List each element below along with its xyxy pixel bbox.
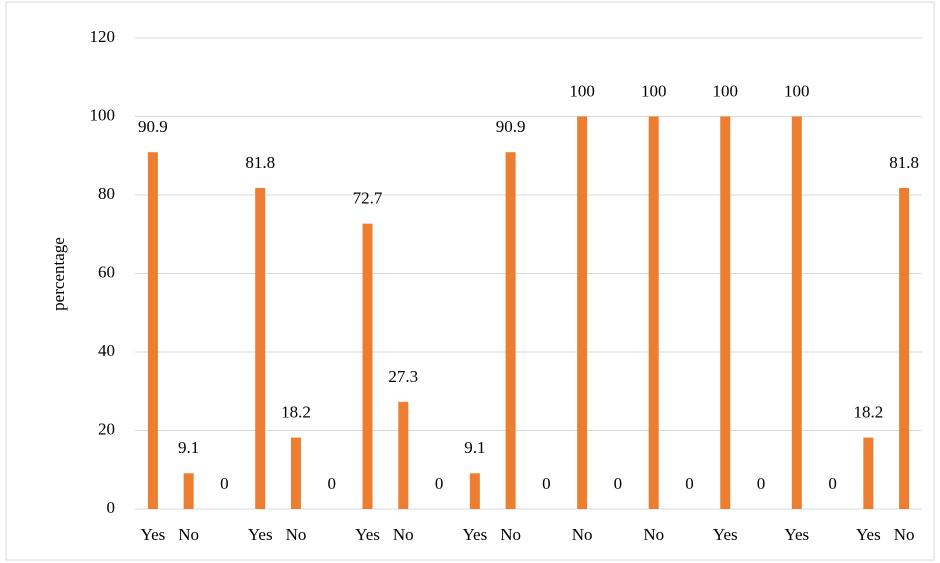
bar <box>720 116 731 509</box>
x-tick-label: Yes <box>248 525 273 544</box>
bar <box>863 437 874 509</box>
data-label: 0 <box>542 474 551 493</box>
bar <box>577 116 588 509</box>
x-tick-label: Yes <box>713 525 738 544</box>
bar <box>255 187 266 509</box>
bar <box>505 152 516 509</box>
data-label: 0 <box>220 474 229 493</box>
data-label: 0 <box>828 474 837 493</box>
bar <box>398 401 409 509</box>
data-label: 90.9 <box>138 117 168 136</box>
bar <box>147 152 158 509</box>
x-tick-label: No <box>393 525 414 544</box>
x-tick-label: No <box>178 525 199 544</box>
data-label: 18.2 <box>281 402 311 421</box>
data-label: 0 <box>328 474 337 493</box>
data-label: 72.7 <box>353 189 383 208</box>
bar <box>899 187 910 509</box>
bar <box>290 437 301 509</box>
data-label: 81.8 <box>245 153 275 172</box>
x-tick-label: Yes <box>462 525 487 544</box>
data-label: 0 <box>757 474 766 493</box>
data-label: 100 <box>784 81 810 100</box>
x-tick-label: Yes <box>141 525 166 544</box>
x-tick-label: No <box>500 525 521 544</box>
bar <box>362 223 373 509</box>
y-tick-label: 80 <box>98 184 115 203</box>
x-tick-label: No <box>894 525 915 544</box>
bar <box>183 473 194 509</box>
y-tick-label: 0 <box>107 498 116 517</box>
data-label: 0 <box>614 474 623 493</box>
data-label: 27.3 <box>388 367 418 386</box>
data-label: 100 <box>641 81 667 100</box>
bar <box>648 116 659 509</box>
data-label: 0 <box>685 474 694 493</box>
y-axis-label: percentage <box>49 237 68 311</box>
x-tick-label: No <box>286 525 307 544</box>
bar <box>791 116 802 509</box>
data-label: 90.9 <box>496 117 526 136</box>
data-label: 100 <box>713 81 739 100</box>
data-label: 81.8 <box>889 153 919 172</box>
y-tick-label: 60 <box>98 262 115 281</box>
chart-border <box>5 1 935 561</box>
x-tick-label: No <box>643 525 664 544</box>
data-label: 0 <box>435 474 444 493</box>
data-label: 9.1 <box>178 438 199 457</box>
x-tick-label: Yes <box>784 525 809 544</box>
bar <box>469 473 480 509</box>
data-label: 18.2 <box>853 402 883 421</box>
x-tick-label: Yes <box>856 525 881 544</box>
x-tick-label: Yes <box>355 525 380 544</box>
data-label: 9.1 <box>464 438 485 457</box>
y-tick-label: 20 <box>98 419 115 438</box>
x-tick-label: No <box>572 525 593 544</box>
y-tick-label: 120 <box>90 27 116 46</box>
y-tick-label: 100 <box>90 105 116 124</box>
y-tick-label: 40 <box>98 341 115 360</box>
data-label: 100 <box>569 81 595 100</box>
